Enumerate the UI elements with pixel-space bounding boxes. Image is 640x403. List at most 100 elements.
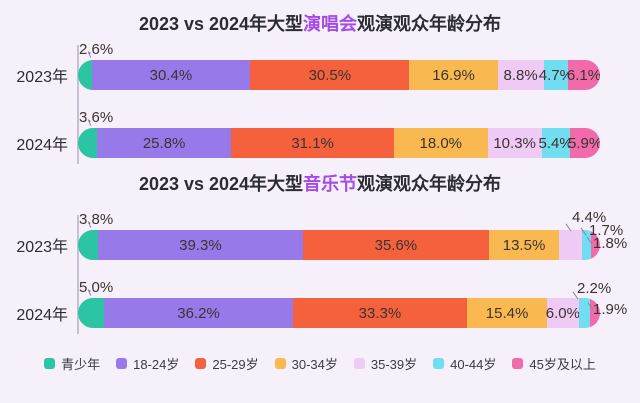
bar-segment-35-39岁: 10.3%: [487, 128, 542, 158]
segment-value: 33.3%: [358, 304, 402, 322]
segment-value-outside: 5.0%: [79, 279, 114, 296]
bar-segment-25-29岁: 30.5%: [250, 60, 410, 90]
bar-segment-35-39岁: 6.0%: [545, 298, 580, 328]
segment-value: 8.8%: [503, 66, 538, 84]
segment-value: 39.3%: [179, 236, 222, 254]
segment-value: 16.9%: [432, 66, 475, 84]
festival-chart: 2023 vs 2024年大型音乐节观演观众年龄分布 2023年 39.3% 35.…: [0, 172, 640, 342]
bar-segment-18-24岁: 30.4%: [91, 60, 251, 90]
legend-label: 35-39岁: [370, 357, 418, 372]
row-label-2024年: 2024年: [16, 137, 68, 154]
bar-wrap: 25.8% 31.1% 18.0% 10.3% 5.4% 5.9% 3.6%: [78, 110, 600, 158]
legend-item-30-34岁: 30-34岁: [274, 354, 338, 373]
infographic: 2023 vs 2024年大型演唱会观演观众年龄分布 2023年 30.4% 30.…: [0, 12, 640, 373]
segment-value: 30.4%: [149, 66, 193, 84]
segment-value: 6.1%: [566, 66, 600, 84]
segment-value-outside: 3.6%: [79, 109, 114, 126]
segment-value: 4.7%: [538, 66, 573, 84]
segment-value: 36.2%: [177, 304, 220, 322]
title-suffix: 观演观众年龄分布: [357, 14, 502, 34]
segment-value: 10.3%: [493, 134, 536, 152]
legend-swatch: [433, 358, 445, 369]
bar-segment-30-34岁: 13.5%: [488, 230, 560, 260]
bar-segment-45岁及以上: [590, 298, 600, 328]
bar-segment-25-29岁: 33.3%: [293, 298, 467, 328]
title-prefix: 2023 vs 2024年大型: [138, 174, 304, 194]
bar-segment-18-24岁: 25.8%: [96, 128, 232, 158]
bar-wrap: 36.2% 33.3% 15.4% 6.0% 5.0% 2.2% 1.9%: [78, 279, 627, 328]
bar-segment-30-34岁: 16.9%: [409, 60, 498, 90]
concert-plot-area: 2023年 30.4% 30.5% 16.9% 8.8% 4.7% 6.1% 2.6% 2024…: [0, 42, 640, 172]
segment-value: 5.9%: [567, 134, 600, 152]
bar-segment-30-34岁: 18.0%: [393, 128, 488, 158]
bar-wrap: 30.4% 30.5% 16.9% 8.8% 4.7% 6.1% 2.6%: [78, 42, 600, 90]
stacked-bar: 39.3% 35.6% 13.5%: [78, 230, 600, 260]
chart-row: 2023年 30.4% 30.5% 16.9% 8.8% 4.7% 6.1% 2.6%: [0, 42, 640, 90]
legend-item-25-29岁: 25-29岁: [195, 354, 259, 373]
bar-segment-青少年: [78, 230, 98, 260]
legend-item-青少年: 青少年: [44, 354, 100, 373]
chart-row: 2023年 39.3% 35.6% 13.5% 3.8% 4.4% 1.7% 1.8%: [0, 210, 640, 260]
y-axis-line: [77, 45, 79, 164]
legend-item-18-24岁: 18-24岁: [116, 354, 179, 373]
bar-segment-18-24岁: 39.3%: [97, 230, 303, 260]
festival-chart-title: 2023 vs 2024年大型音乐节观演观众年龄分布: [0, 172, 640, 196]
bar-segment-25-29岁: 31.1%: [231, 128, 394, 158]
segment-value-outside: 2.2%: [577, 280, 612, 297]
segment-value-outside: 1.8%: [593, 235, 628, 252]
segment-value: 30.5%: [308, 66, 352, 84]
legend: 青少年 18-24岁 25-29岁 30-34岁 35-39岁 40-44岁 45岁及以上: [0, 354, 640, 373]
title-highlight: 音乐节: [303, 174, 358, 194]
legend-swatch: [512, 358, 524, 369]
stacked-bar: 36.2% 33.3% 15.4% 6.0%: [78, 298, 600, 328]
bar-segment-45岁及以上: [591, 230, 600, 260]
bar-segment-青少年: [78, 128, 97, 158]
segment-value-outside: 2.6%: [79, 41, 114, 58]
segment-value: 31.1%: [291, 134, 334, 152]
segment-value-outside: 1.9%: [593, 301, 628, 318]
bar-segment-18-24岁: 36.2%: [104, 298, 294, 328]
bar-segment-25-29岁: 35.6%: [302, 230, 489, 260]
legend-swatch: [353, 358, 365, 369]
segment-value: 35.6%: [374, 236, 418, 254]
bar-segment-30-34岁: 15.4%: [466, 298, 548, 328]
stacked-bar: 30.4% 30.5% 16.9% 8.8% 4.7% 6.1%: [78, 60, 600, 90]
segment-value: 13.5%: [502, 236, 546, 254]
chart-row: 2024年 25.8% 31.1% 18.0% 10.3% 5.4% 5.9% 3.6%: [0, 110, 640, 158]
legend-label: 25-29岁: [212, 357, 259, 372]
bar-segment-35-39岁: [559, 230, 583, 260]
row-label-2023年: 2023年: [16, 69, 68, 86]
bar-segment-45岁及以上: 5.9%: [567, 128, 600, 158]
legend-swatch: [116, 358, 128, 369]
rows: 2023年 30.4% 30.5% 16.9% 8.8% 4.7% 6.1% 2.6% 2024…: [0, 42, 640, 158]
bar-segment-45岁及以上: 6.1%: [566, 60, 600, 90]
legend-label: 18-24岁: [133, 357, 180, 372]
bar-segment-青少年: [78, 60, 92, 90]
row-label-2024年: 2024年: [16, 307, 68, 324]
title-suffix: 观演观众年龄分布: [357, 174, 502, 194]
segment-value-outside: 3.8%: [79, 211, 114, 228]
legend-item-40-44岁: 40-44岁: [433, 354, 496, 373]
bar-segment-40-44岁: 4.7%: [539, 60, 573, 90]
legend-label: 青少年: [61, 357, 101, 372]
bar-segment-40-44岁: [578, 298, 591, 328]
bar-segment-40-44岁: [582, 230, 592, 260]
row-label-2023年: 2023年: [16, 239, 68, 256]
title-highlight: 演唱会: [303, 14, 358, 34]
stacked-bar: 25.8% 31.1% 18.0% 10.3% 5.4% 5.9%: [78, 128, 600, 158]
legend-swatch: [195, 358, 207, 369]
chart-row: 2024年 36.2% 33.3% 15.4% 6.0% 5.0% 2.2% 1.9%: [0, 280, 640, 328]
legend-label: 30-34岁: [291, 357, 338, 372]
concert-chart: 2023 vs 2024年大型演唱会观演观众年龄分布 2023年 30.4% 30.…: [0, 12, 640, 172]
segment-value: 15.4%: [485, 304, 529, 322]
title-prefix: 2023 vs 2024年大型: [138, 14, 304, 34]
segment-value: 5.4%: [538, 134, 573, 152]
legend-item-45岁及以上: 45岁及以上: [512, 354, 596, 373]
legend-label: 45岁及以上: [529, 357, 596, 372]
bar-wrap: 39.3% 35.6% 13.5% 3.8% 4.4% 1.7% 1.8%: [78, 210, 627, 260]
concert-chart-title: 2023 vs 2024年大型演唱会观演观众年龄分布: [0, 12, 640, 36]
legend-label: 40-44岁: [450, 357, 497, 372]
bar-segment-35-39岁: 8.8%: [497, 60, 544, 90]
segment-value: 6.0%: [545, 304, 580, 322]
festival-plot-area: 2023年 39.3% 35.6% 13.5% 3.8% 4.4% 1.7% 1.8% 2024…: [0, 210, 640, 342]
